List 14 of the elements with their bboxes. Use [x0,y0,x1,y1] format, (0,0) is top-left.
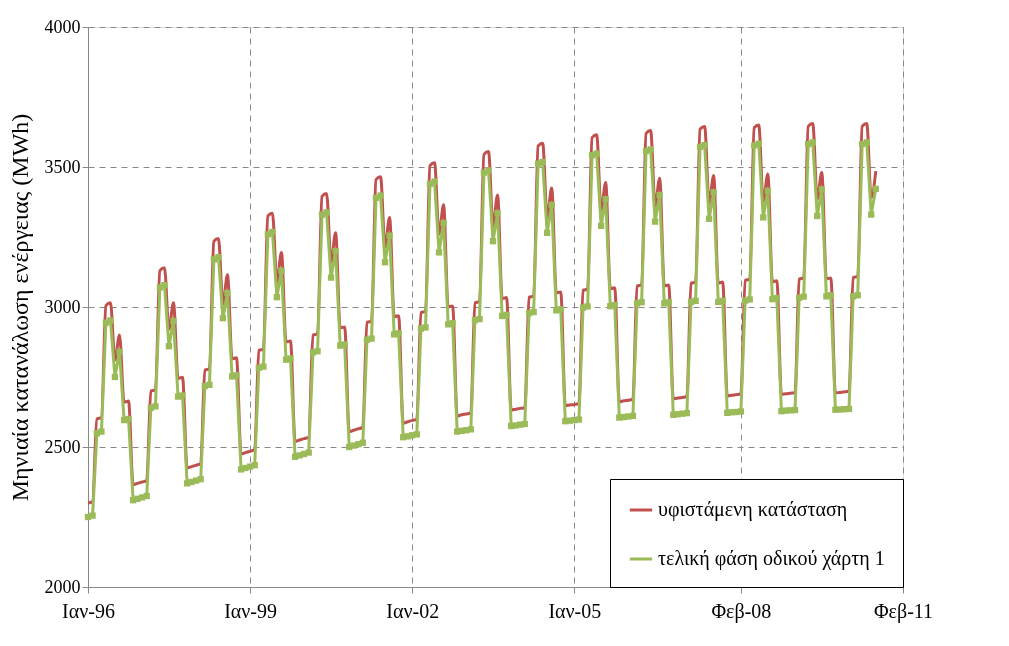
x-tick-label: Φεβ-08 [711,599,772,623]
y-tick-label: 4000 [44,16,81,37]
x-tick-label: Ιαν-05 [548,599,602,622]
x-tick-label: Ιαν-96 [62,599,115,622]
legend-label: τελική φάση οδικού χάρτη 1 [658,547,885,570]
y-tick-label: 2500 [44,436,81,457]
y-axis-title: Μηνιαία κατανάλωση ενέργειας (MWh) [6,113,33,502]
y-tick-label: 3500 [44,156,81,177]
x-tick-label: Ιαν-99 [224,599,278,622]
y-tick-label: 3000 [44,296,81,317]
x-tick-label: Φεβ-11 [873,599,934,623]
y-tick-label: 2000 [44,576,81,597]
legend-label: υφιστάμενη κατάσταση [658,498,848,521]
x-tick-label: Ιαν-02 [386,599,440,622]
